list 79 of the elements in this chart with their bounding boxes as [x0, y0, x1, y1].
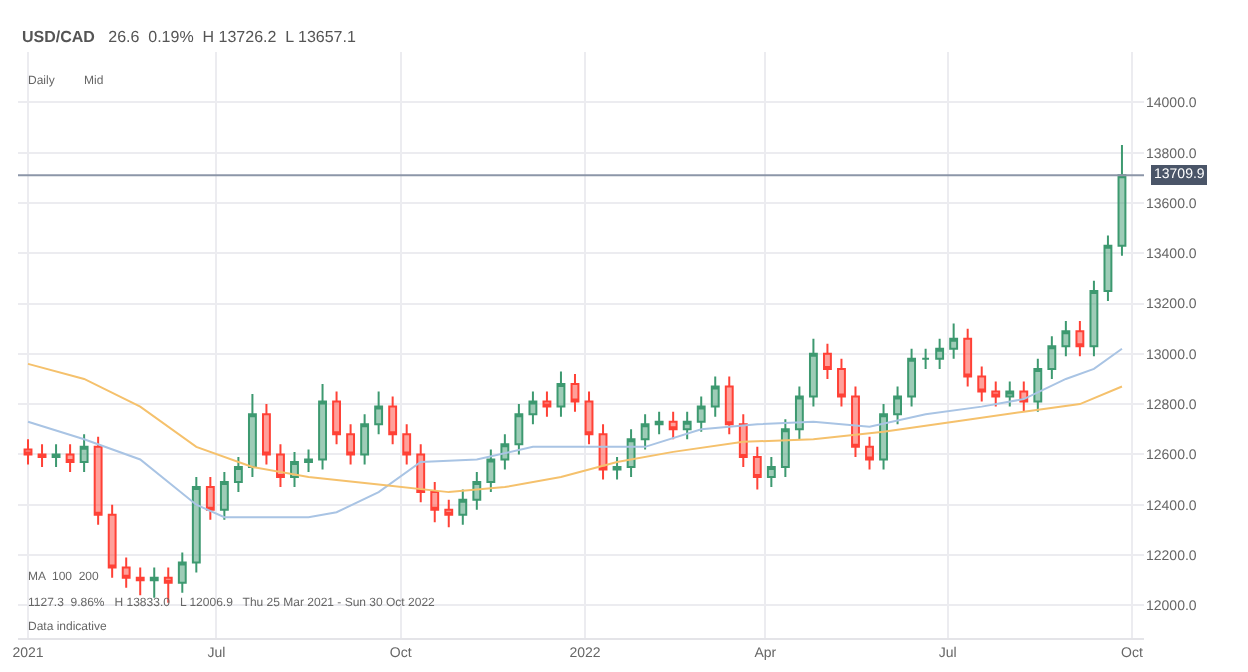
chart-title: USD/CAD: [22, 28, 96, 46]
candlestick: [402, 423, 412, 466]
candlestick: [500, 433, 510, 471]
candlestick: [696, 395, 706, 433]
candlestick: [640, 413, 650, 451]
candlestick: [444, 498, 454, 529]
candlestick: [107, 503, 117, 579]
candlestick: [668, 410, 678, 441]
candlestick: [332, 390, 341, 446]
candlestick: [542, 390, 552, 418]
candlestick: [430, 481, 440, 524]
candlestick: [710, 375, 720, 418]
candlestick: [514, 403, 524, 456]
candlestick: [991, 380, 1001, 408]
candlestick: [177, 551, 187, 594]
candlestick: [851, 385, 860, 458]
candlestick: [1089, 279, 1099, 358]
candlestick: [865, 435, 874, 471]
candlestick: [135, 566, 145, 597]
candlestick: [205, 476, 215, 521]
candlestick: [1103, 234, 1113, 302]
candlestick: [1005, 380, 1015, 408]
candlestick: [262, 403, 271, 466]
candlestick: [738, 413, 748, 468]
candlestick: [360, 413, 370, 466]
candlestick: [472, 471, 482, 511]
candlestick: [318, 382, 327, 471]
candlestick: [766, 455, 776, 489]
candlestick: [808, 337, 818, 408]
candlestick: [1061, 320, 1071, 358]
candlestick: [780, 418, 790, 479]
candlestick: [823, 342, 832, 380]
candlestick: [93, 435, 103, 526]
candlestick: [346, 423, 356, 466]
candlestick: [219, 471, 229, 521]
candlestick: [935, 337, 945, 370]
candlestick: [149, 566, 159, 599]
candlestick: [570, 372, 580, 413]
candlestick: [921, 347, 931, 370]
chart-subtitle: 26.6 0.19% H 13726.2 L 13657.1: [108, 28, 356, 46]
candlestick: [37, 443, 47, 468]
candlestick: [233, 455, 243, 494]
candlestick: [752, 445, 762, 491]
line-series: [27, 347, 1123, 519]
candlestick: [51, 443, 61, 468]
candlestick: [724, 375, 734, 436]
candlestick: [893, 385, 902, 426]
candlestick: [682, 410, 692, 441]
candlestick: [612, 455, 622, 481]
candlestick: [458, 488, 468, 526]
candlestick: [963, 327, 973, 388]
candlestick: [1117, 144, 1127, 257]
candlestick: [879, 403, 888, 471]
candlestick: [191, 476, 201, 574]
candlestick: [65, 443, 75, 473]
candlestick: [584, 390, 594, 446]
candlestick: [247, 393, 257, 479]
candlestick: [121, 556, 131, 589]
candlestick: [276, 443, 285, 489]
candlestick: [837, 357, 846, 408]
candlestick: [290, 450, 299, 489]
candlestick: [374, 390, 384, 436]
candlestick: [907, 347, 917, 408]
line-series: [27, 362, 1123, 494]
candlestick: [977, 365, 987, 403]
candlestick: [304, 448, 313, 473]
candlestick: [654, 410, 664, 436]
candlestick: [528, 390, 538, 426]
candlestick: [1075, 320, 1085, 358]
candlestick: [949, 322, 959, 360]
candlestick: [486, 448, 496, 494]
candlestick: [23, 438, 33, 466]
candlestick: [794, 385, 804, 441]
candlestick: [1033, 357, 1043, 413]
candlestick: [1047, 335, 1057, 380]
candlestick: [79, 433, 89, 473]
candlestick: [416, 443, 426, 504]
candlestick: [556, 370, 566, 418]
candlestick: [388, 395, 398, 446]
